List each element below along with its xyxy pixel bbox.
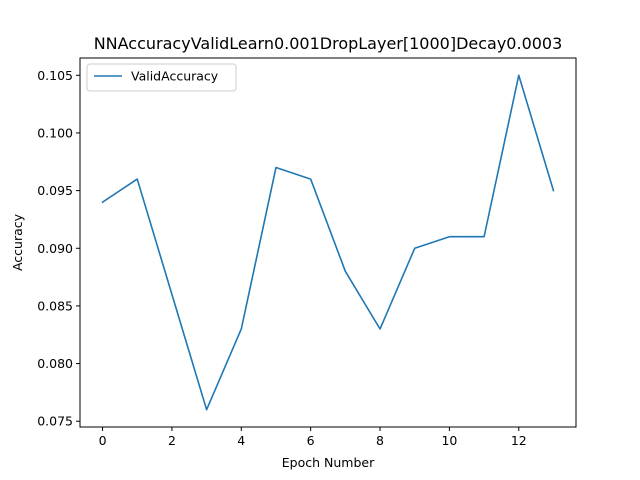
data-point (414, 247, 416, 249)
data-point (379, 328, 381, 330)
x-tick-label: 12 (511, 433, 527, 448)
data-point (483, 236, 485, 238)
x-tick-label: 4 (237, 433, 245, 448)
data-point (136, 178, 138, 180)
x-tick-label: 10 (441, 433, 457, 448)
y-axis-label: Accuracy (10, 213, 25, 271)
x-tick-label: 8 (376, 433, 384, 448)
data-point (240, 328, 242, 330)
chart-title: NNAccuracyValidLearn0.001DropLayer[1000]… (94, 34, 563, 53)
y-tick-label: 0.080 (37, 356, 73, 371)
x-axis: 0 2 4 6 8 10 12 (99, 427, 527, 448)
x-tick-label: 0 (99, 433, 107, 448)
plot-series (101, 74, 555, 411)
plot-frame (79, 57, 577, 428)
y-tick-label: 0.095 (37, 183, 73, 198)
data-point (206, 409, 208, 411)
data-point (275, 167, 277, 169)
x-tick-label: 6 (307, 433, 315, 448)
legend: ValidAccuracy (86, 63, 237, 92)
y-axis: 0.075 0.080 0.085 0.090 0.095 0.100 0.105 (37, 68, 80, 429)
x-tick-label: 2 (168, 433, 176, 448)
y-tick-label: 0.105 (37, 68, 73, 83)
data-point (102, 201, 104, 203)
y-tick-label: 0.100 (37, 125, 73, 140)
data-point (171, 294, 173, 296)
legend-label: ValidAccuracy (131, 69, 219, 84)
legend-box (86, 63, 237, 92)
data-point (345, 271, 347, 273)
x-axis-label: Epoch Number (282, 455, 375, 470)
y-tick-label: 0.085 (37, 298, 73, 313)
y-tick-label: 0.090 (37, 241, 73, 256)
series-line-valid-accuracy (101, 74, 555, 411)
y-tick-label: 0.075 (37, 414, 73, 429)
data-point (518, 74, 520, 76)
data-point (449, 236, 451, 238)
data-point (553, 190, 555, 192)
data-point (310, 178, 312, 180)
